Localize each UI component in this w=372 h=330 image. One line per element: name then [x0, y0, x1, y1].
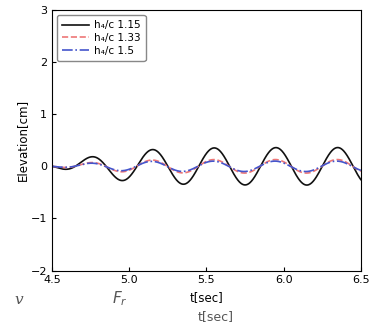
h₄/c 1.15 [350, 163, 355, 167]
h₄/c 1.15 [192, 173, 196, 177]
h₄/c 1.15 [200, 158, 205, 162]
Text: $F_r$: $F_r$ [112, 290, 127, 308]
h₄/c 1.5 [200, 162, 205, 166]
h₄/c 1.33 [200, 162, 205, 166]
Line: h₄/c 1.15: h₄/c 1.15 [52, 148, 361, 185]
Text: v: v [15, 293, 23, 307]
h₄/c 1.15 [305, 183, 309, 187]
Line: h₄/c 1.5: h₄/c 1.5 [52, 161, 361, 172]
h₄/c 1.33 [350, 164, 355, 168]
h₄/c 1.33 [304, 171, 308, 175]
h₄/c 1.15 [65, 167, 70, 171]
h₄/c 1.5 [350, 164, 355, 168]
h₄/c 1.5 [304, 170, 308, 174]
h₄/c 1.5 [293, 167, 298, 171]
h₄/c 1.15 [50, 164, 54, 168]
Line: h₄/c 1.33: h₄/c 1.33 [52, 159, 361, 173]
h₄/c 1.33 [293, 167, 298, 171]
Text: t[sec]: t[sec] [198, 310, 234, 323]
h₄/c 1.33 [359, 169, 363, 173]
h₄/c 1.33 [350, 164, 354, 168]
h₄/c 1.5 [334, 159, 339, 163]
h₄/c 1.15 [293, 172, 298, 176]
h₄/c 1.33 [50, 164, 54, 168]
h₄/c 1.15 [350, 162, 354, 166]
h₄/c 1.15 [336, 146, 340, 149]
Y-axis label: Elevation[cm]: Elevation[cm] [16, 99, 29, 181]
h₄/c 1.5 [192, 166, 196, 170]
h₄/c 1.5 [50, 164, 54, 168]
h₄/c 1.33 [65, 165, 70, 169]
h₄/c 1.5 [359, 168, 363, 172]
X-axis label: t[sec]: t[sec] [190, 291, 223, 304]
h₄/c 1.33 [192, 167, 196, 171]
h₄/c 1.33 [335, 157, 339, 161]
Legend: h₄/c 1.15, h₄/c 1.33, h₄/c 1.5: h₄/c 1.15, h₄/c 1.33, h₄/c 1.5 [57, 15, 145, 61]
h₄/c 1.15 [359, 178, 363, 182]
h₄/c 1.5 [65, 165, 70, 169]
h₄/c 1.5 [350, 164, 354, 168]
